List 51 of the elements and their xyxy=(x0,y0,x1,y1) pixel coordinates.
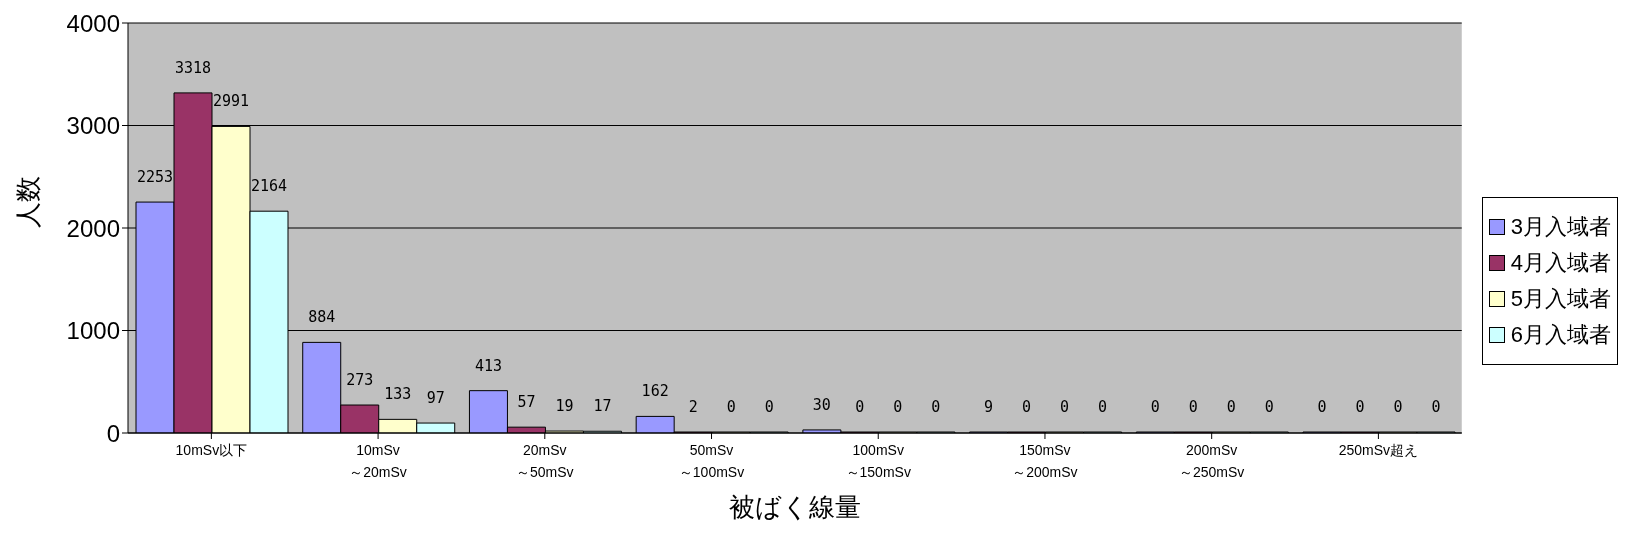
data-label: 884 xyxy=(308,308,336,327)
data-label: 413 xyxy=(474,356,502,375)
data-label: 162 xyxy=(641,382,669,401)
data-label: 0 xyxy=(1431,398,1441,416)
data-label: 0 xyxy=(931,398,941,416)
legend-label: 3月入域者 xyxy=(1510,212,1611,241)
data-label: 0 xyxy=(1188,398,1198,416)
data-label: 3318 xyxy=(174,58,212,77)
x-tick-label: 250mSv超え xyxy=(1338,442,1419,458)
data-label: 57 xyxy=(517,393,536,412)
x-tick-label: 200mSv ～250mSv xyxy=(1178,442,1245,480)
data-label: 17 xyxy=(593,397,612,416)
data-label: 2253 xyxy=(136,168,174,187)
data-label: 0 xyxy=(1060,398,1070,416)
data-label: 0 xyxy=(893,398,903,416)
data-label: 0 xyxy=(1317,398,1327,416)
data-label: 0 xyxy=(1022,398,1032,416)
data-label: 97 xyxy=(426,389,445,408)
data-label: 273 xyxy=(346,371,374,390)
x-tick-label: 10mSv ～20mSv xyxy=(349,442,407,480)
y-tick-label: 0 xyxy=(106,419,120,447)
data-label: 0 xyxy=(1393,398,1403,416)
data-label: 0 xyxy=(1264,398,1274,416)
legend-label: 4月入域者 xyxy=(1510,248,1611,277)
data-label: 0 xyxy=(1098,398,1108,416)
x-tick-label: 150mSv ～200mSv xyxy=(1012,442,1078,480)
data-label: 30 xyxy=(812,395,831,414)
y-tick-label: 3000 xyxy=(66,112,120,140)
data-label: 0 xyxy=(855,398,865,416)
x-axis-title: 被ばく線量 xyxy=(728,492,861,523)
x-tick-label: 100mSv ～150mSv xyxy=(845,442,911,480)
data-label: 0 xyxy=(764,398,774,416)
y-tick-label: 2000 xyxy=(66,214,120,242)
data-label: 0 xyxy=(1355,398,1365,416)
x-tick-label: 50mSv ～100mSv xyxy=(678,442,745,480)
data-label: 19 xyxy=(555,397,574,416)
legend-label: 5月入域者 xyxy=(1510,284,1611,313)
x-tick-label: 10mSv以下 xyxy=(175,442,248,458)
legend-label: 6月入域者 xyxy=(1510,320,1611,349)
data-label: 0 xyxy=(1150,398,1160,416)
x-tick-label: 20mSv ～50mSv xyxy=(516,442,574,480)
data-label: 9 xyxy=(984,398,994,416)
y-tick-label: 4000 xyxy=(66,9,120,37)
data-label: 2991 xyxy=(212,92,250,111)
data-label: 0 xyxy=(1226,398,1236,416)
y-axis-title: 人数 xyxy=(13,176,44,228)
data-label: 2 xyxy=(688,398,698,416)
y-tick-label: 1000 xyxy=(66,317,120,345)
data-label: 2164 xyxy=(250,177,288,196)
data-label: 133 xyxy=(384,385,412,404)
data-label: 0 xyxy=(726,398,736,416)
